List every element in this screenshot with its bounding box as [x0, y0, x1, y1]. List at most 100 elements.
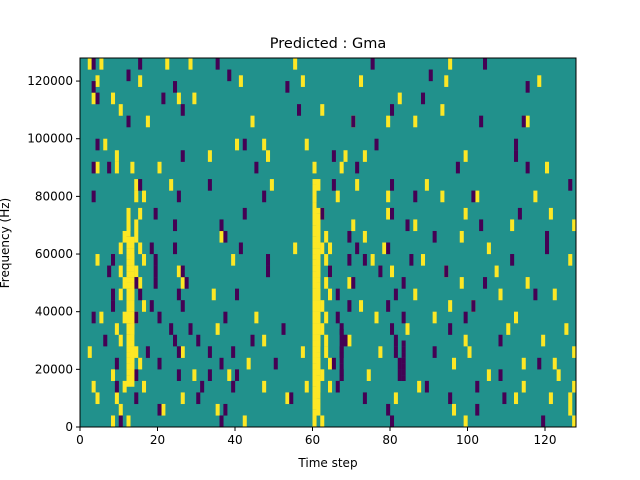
heatmap-cell-positive	[262, 334, 267, 347]
heatmap-cell-positive	[444, 75, 449, 87]
heatmap-cell-negative	[134, 277, 139, 289]
heatmap-cell-band	[312, 323, 317, 330]
heatmap-cell-band	[316, 346, 321, 353]
heatmap-cell-negative	[126, 69, 131, 82]
heatmap-cell-band	[130, 317, 135, 324]
heatmap-cell-negative	[235, 288, 240, 301]
heatmap-cell-positive	[122, 311, 127, 324]
heatmap-cell-negative	[432, 346, 437, 358]
heatmap-cell-negative	[91, 190, 96, 203]
heatmap-cell-positive	[440, 190, 445, 203]
heatmap-cell-positive	[126, 207, 131, 220]
heatmap-cell-negative	[335, 380, 340, 393]
heatmap-cell-band	[316, 352, 321, 358]
heatmap-cell-positive	[207, 150, 212, 162]
heatmap-cell-band	[312, 219, 317, 226]
heatmap-cell-negative	[471, 190, 476, 203]
heatmap-cell-band	[126, 248, 131, 255]
y-tick-label: 40000	[35, 305, 73, 319]
heatmap-cell-negative	[335, 311, 340, 324]
heatmap-cell-band	[126, 305, 131, 312]
heatmap-cell-positive	[417, 380, 422, 393]
heatmap-cell-band	[316, 242, 321, 249]
heatmap-cell-positive	[359, 300, 364, 312]
heatmap-cell-positive	[192, 92, 197, 105]
heatmap-cell-negative	[95, 92, 100, 105]
heatmap-cell-positive	[250, 115, 255, 128]
heatmap-cell-negative	[517, 207, 522, 220]
heatmap-cell-negative	[176, 190, 181, 203]
heatmap-cell-band	[316, 340, 321, 347]
heatmap-cell-negative	[455, 161, 460, 174]
heatmap-cell-band	[130, 271, 135, 278]
heatmap-cell-positive	[463, 150, 468, 162]
heatmap-cell-negative	[184, 277, 189, 289]
heatmap-cell-negative	[91, 58, 96, 70]
heatmap-cell-band	[312, 305, 317, 312]
heatmap-cell-negative	[362, 254, 367, 266]
x-axis: 0 20 40 60 80 100 120	[76, 427, 556, 447]
heatmap-cell-positive	[320, 369, 325, 381]
heatmap-cell-band	[126, 363, 131, 370]
heatmap-cell-negative	[91, 161, 96, 174]
heatmap-cell-positive	[339, 161, 344, 174]
heatmap-cell-positive	[134, 265, 139, 278]
heatmap-cell-positive	[378, 346, 383, 358]
heatmap-cell-positive	[180, 277, 185, 289]
heatmap-cell-positive	[242, 415, 247, 428]
heatmap-cell-band	[401, 375, 406, 381]
heatmap-cell-negative	[114, 380, 119, 393]
heatmap-cell-positive	[238, 75, 243, 87]
heatmap-cell-band	[130, 375, 135, 381]
heatmap-cell-negative	[393, 346, 398, 358]
heatmap-cell-negative	[111, 288, 116, 301]
heatmap-cell-negative	[347, 230, 352, 243]
heatmap-cell-positive	[246, 357, 251, 370]
heatmap-cell-negative	[91, 311, 96, 324]
heatmap-cell-band	[312, 294, 317, 301]
heatmap-cell-positive	[262, 380, 267, 393]
heatmap-cell-band	[126, 352, 131, 358]
heatmap-cell-positive	[568, 254, 573, 266]
heatmap-cell-band	[126, 230, 131, 237]
heatmap-cell-negative	[188, 323, 193, 335]
heatmap-cell-band	[316, 248, 321, 255]
heatmap-cell-band	[312, 403, 317, 410]
heatmap-cell-negative	[393, 334, 398, 347]
heatmap-cell-band	[312, 346, 317, 353]
heatmap-cell-negative	[428, 69, 433, 82]
heatmap-cell-band	[130, 363, 135, 370]
heatmap-cell-negative	[432, 230, 437, 243]
heatmap-cell-positive	[514, 392, 519, 405]
heatmap-cell-band	[126, 236, 131, 243]
heatmap-cell-negative	[111, 300, 116, 312]
heatmap-cell-band	[339, 334, 344, 341]
heatmap-cell-negative	[390, 207, 395, 220]
heatmap-cell-positive	[366, 369, 371, 381]
heatmap-cell-positive	[145, 115, 150, 128]
heatmap-cell-positive	[386, 207, 391, 220]
heatmap-cell-negative	[196, 392, 201, 405]
heatmap-cell-band	[316, 380, 321, 387]
heatmap-cell-band	[401, 357, 406, 364]
heatmap-cell-negative	[331, 357, 336, 370]
heatmap-cell-positive	[169, 179, 174, 191]
heatmap-cell-positive	[421, 254, 426, 266]
heatmap-cell-negative	[107, 161, 112, 174]
heatmap-cell-band	[312, 363, 317, 370]
heatmap-cell-positive	[548, 392, 553, 405]
heatmap-cell-negative	[180, 150, 185, 162]
heatmap-cell-band	[401, 352, 406, 358]
heatmap-cell-negative	[138, 58, 143, 70]
heatmap-cell-band	[126, 317, 131, 324]
y-tick-label: 80000	[35, 189, 73, 203]
heatmap-cell-positive	[316, 403, 321, 416]
heatmap-cell-negative	[157, 357, 162, 370]
heatmap-cell-band	[312, 340, 317, 347]
heatmap-cell-band	[316, 225, 321, 232]
heatmap-cell-positive	[413, 288, 418, 301]
heatmap-cell-band	[312, 202, 317, 209]
heatmap-cell-band	[130, 380, 135, 387]
heatmap-cell-positive	[514, 311, 519, 324]
heatmap-cell-positive	[293, 242, 298, 255]
